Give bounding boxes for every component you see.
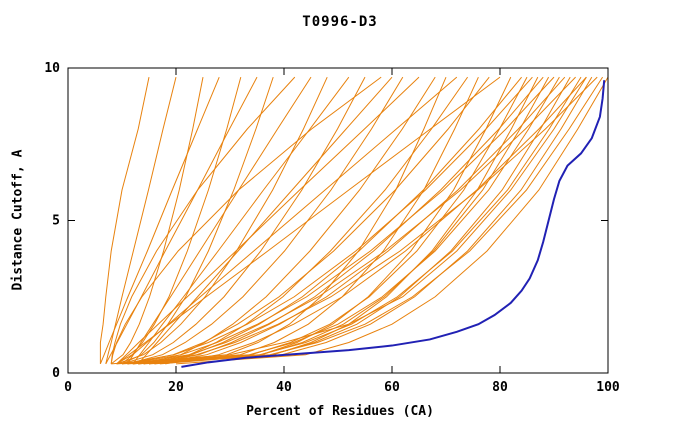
model-curve	[116, 76, 560, 365]
x-tick-label: 40	[276, 380, 292, 395]
model-curve	[121, 76, 582, 365]
model-curve	[110, 77, 204, 365]
model-curve	[127, 76, 555, 365]
y-axis-label-text: Distance Cutoff, A	[10, 149, 26, 291]
y-tick-label: 10	[44, 61, 60, 76]
model-curve	[137, 76, 393, 365]
model-curve	[132, 76, 576, 365]
model-curve	[132, 76, 447, 365]
model-curve	[132, 76, 350, 365]
model-curve	[116, 76, 328, 365]
model-curve	[175, 76, 609, 365]
chart-title: T0996-D3	[302, 14, 378, 30]
model-curve	[148, 76, 469, 365]
y-tick-label: 0	[52, 366, 60, 381]
model-curve	[121, 76, 533, 365]
model-curve	[127, 76, 604, 365]
x-tick-label: 20	[168, 380, 184, 395]
x-axis-label: Percent of Residues (CA)	[246, 404, 434, 419]
x-tick-label: 100	[596, 380, 620, 395]
x-tick-label: 0	[64, 380, 72, 395]
model-curve	[116, 77, 242, 365]
model-curve	[132, 76, 528, 365]
model-curve	[126, 76, 312, 365]
model-curve	[116, 76, 420, 365]
x-tick-label: 60	[384, 380, 400, 395]
model-curve	[105, 76, 258, 365]
model-curve	[111, 76, 587, 365]
model-curve	[143, 76, 522, 365]
model-curve	[110, 76, 382, 364]
model-curve	[121, 76, 458, 365]
model-curve	[99, 77, 150, 364]
model-curve	[138, 76, 598, 365]
model-curve	[148, 76, 593, 365]
model-curve	[116, 76, 501, 365]
model-curve	[127, 76, 404, 365]
model-curve	[127, 76, 490, 365]
model-curve	[121, 76, 366, 365]
model-curve	[110, 76, 296, 364]
x-tick-label: 80	[492, 380, 508, 395]
model-curve	[105, 77, 177, 364]
model-curve	[99, 76, 220, 365]
y-tick-label: 5	[52, 214, 60, 229]
model-curve	[165, 76, 587, 365]
model-curve	[154, 76, 566, 365]
model-curve	[121, 76, 274, 365]
model-curve	[143, 76, 436, 365]
highlighted-curve	[181, 80, 606, 368]
